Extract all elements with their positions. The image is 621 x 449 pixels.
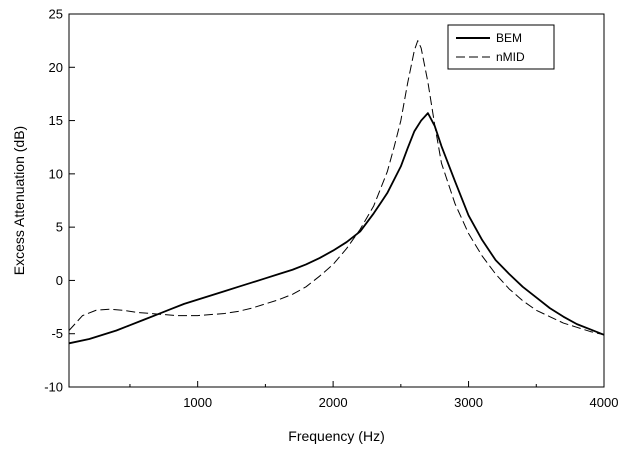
y-tick-label: 5 [56,220,63,235]
y-tick-label: -5 [51,326,63,341]
series-line-nmid [68,40,605,336]
y-tick-label: 0 [56,273,63,288]
legend-label-nmid: nMID [496,50,525,64]
y-tick-label: -10 [44,380,63,395]
y-tick-label: 25 [49,7,63,22]
series-layer [68,40,605,345]
series-line-bem [68,112,605,345]
x-tick-label: 2000 [319,395,348,410]
ticks-layer: -10 -5 0 5 10 15 20 25 1000 2000 3000 4000 [44,7,618,411]
y-axis-title: Excess Attenuation (dB) [11,126,27,275]
plot-frame [68,13,605,388]
legend: BEM nMID [447,24,555,70]
x-tick-label: 3000 [454,395,483,410]
x-tick-label: 4000 [590,395,619,410]
y-tick-label: 10 [49,166,63,181]
x-axis-title: Frequency (Hz) [288,428,384,444]
legend-label-bem: BEM [496,31,522,45]
x-tick-label: 1000 [183,395,212,410]
y-tick-label: 20 [49,60,63,75]
y-tick-label: 15 [49,113,63,128]
legend-box [447,24,555,70]
